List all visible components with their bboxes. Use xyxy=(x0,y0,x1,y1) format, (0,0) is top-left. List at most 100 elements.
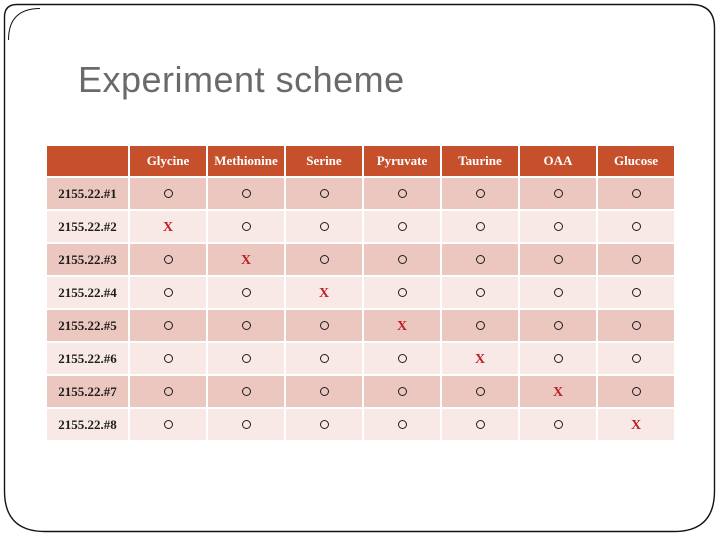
circle-mark-icon xyxy=(319,222,329,232)
mark-cell xyxy=(442,376,518,407)
circle-mark-icon xyxy=(475,222,485,232)
mark-cell xyxy=(520,343,596,374)
circle-mark-icon xyxy=(163,255,173,265)
table-row: 2155.22.#4 X xyxy=(47,277,674,308)
circle-mark-icon xyxy=(397,255,407,265)
x-mark: X xyxy=(474,351,486,367)
x-mark: X xyxy=(318,285,330,301)
mark-cell xyxy=(130,343,206,374)
mark-cell xyxy=(520,211,596,242)
circle-mark-icon xyxy=(397,222,407,232)
x-mark: X xyxy=(162,219,174,235)
x-mark: X xyxy=(552,384,564,400)
circle-mark-icon xyxy=(163,354,173,364)
mark-cell xyxy=(520,178,596,209)
circle-mark-icon xyxy=(475,420,485,430)
mark-cell xyxy=(364,409,440,440)
column-header-glycine: Glycine xyxy=(130,146,206,176)
table-header: Glycine Methionine Serine Pyruvate Taurine OA… xyxy=(47,146,674,176)
mark-cell xyxy=(364,376,440,407)
slide-title: Experiment scheme xyxy=(78,59,405,100)
mark-cell xyxy=(208,376,284,407)
mark-cell xyxy=(442,310,518,341)
mark-cell xyxy=(208,310,284,341)
mark-cell xyxy=(130,244,206,275)
circle-mark-icon xyxy=(553,420,563,430)
circle-mark-icon xyxy=(553,321,563,331)
mark-cell xyxy=(208,409,284,440)
mark-cell xyxy=(286,244,362,275)
circle-mark-icon xyxy=(163,189,173,199)
row-label: 2155.22.#4 xyxy=(47,277,128,308)
circle-mark-icon xyxy=(241,420,251,430)
circle-mark-icon xyxy=(241,189,251,199)
circle-mark-icon xyxy=(631,189,641,199)
mark-cell xyxy=(286,343,362,374)
table-row: 2155.22.#6 X xyxy=(47,343,674,374)
circle-mark-icon xyxy=(397,288,407,298)
mark-cell xyxy=(130,277,206,308)
experiment-scheme-table: Glycine Methionine Serine Pyruvate Taurine OA… xyxy=(45,144,676,442)
mark-cell xyxy=(364,343,440,374)
mark-cell: X xyxy=(520,376,596,407)
mark-cell xyxy=(442,178,518,209)
mark-cell: X xyxy=(286,277,362,308)
circle-mark-icon xyxy=(475,387,485,397)
table-row: 2155.22.#2 X xyxy=(47,211,674,242)
column-header-taurine: Taurine xyxy=(442,146,518,176)
mark-cell xyxy=(208,178,284,209)
mark-cell xyxy=(598,211,674,242)
circle-mark-icon xyxy=(163,321,173,331)
circle-mark-icon xyxy=(631,255,641,265)
mark-cell xyxy=(130,310,206,341)
table-row: 2155.22.#3 X xyxy=(47,244,674,275)
mark-cell xyxy=(598,343,674,374)
mark-cell: X xyxy=(598,409,674,440)
x-mark: X xyxy=(630,417,642,433)
circle-mark-icon xyxy=(397,354,407,364)
mark-cell: X xyxy=(208,244,284,275)
circle-mark-icon xyxy=(397,420,407,430)
circle-mark-icon xyxy=(553,255,563,265)
column-header-serine: Serine xyxy=(286,146,362,176)
circle-mark-icon xyxy=(241,288,251,298)
circle-mark-icon xyxy=(553,222,563,232)
circle-mark-icon xyxy=(163,387,173,397)
circle-mark-icon xyxy=(475,255,485,265)
mark-cell xyxy=(598,178,674,209)
mark-cell xyxy=(598,277,674,308)
row-label: 2155.22.#1 xyxy=(47,178,128,209)
circle-mark-icon xyxy=(475,189,485,199)
mark-cell xyxy=(286,310,362,341)
circle-mark-icon xyxy=(553,288,563,298)
column-header-pyruvate: Pyruvate xyxy=(364,146,440,176)
mark-cell xyxy=(364,211,440,242)
circle-mark-icon xyxy=(241,222,251,232)
mark-cell xyxy=(598,310,674,341)
column-header-methionine: Methionine xyxy=(208,146,284,176)
circle-mark-icon xyxy=(163,420,173,430)
mark-cell xyxy=(208,343,284,374)
mark-cell xyxy=(442,409,518,440)
mark-cell xyxy=(442,244,518,275)
table-body: 2155.22.#1 2155.22.#2 X 2155.22.#3 X 2155.22.… xyxy=(47,178,674,440)
mark-cell xyxy=(286,376,362,407)
circle-mark-icon xyxy=(631,354,641,364)
mark-cell xyxy=(130,178,206,209)
x-mark: X xyxy=(396,318,408,334)
circle-mark-icon xyxy=(631,387,641,397)
frame-inner-corner-arc xyxy=(8,8,41,41)
table-row: 2155.22.#1 xyxy=(47,178,674,209)
circle-mark-icon xyxy=(319,387,329,397)
circle-mark-icon xyxy=(475,288,485,298)
mark-cell xyxy=(208,277,284,308)
mark-cell: X xyxy=(364,310,440,341)
mark-cell xyxy=(286,211,362,242)
mark-cell xyxy=(286,178,362,209)
circle-mark-icon xyxy=(475,321,485,331)
circle-mark-icon xyxy=(319,255,329,265)
circle-mark-icon xyxy=(397,387,407,397)
mark-cell xyxy=(598,244,674,275)
circle-mark-icon xyxy=(241,387,251,397)
